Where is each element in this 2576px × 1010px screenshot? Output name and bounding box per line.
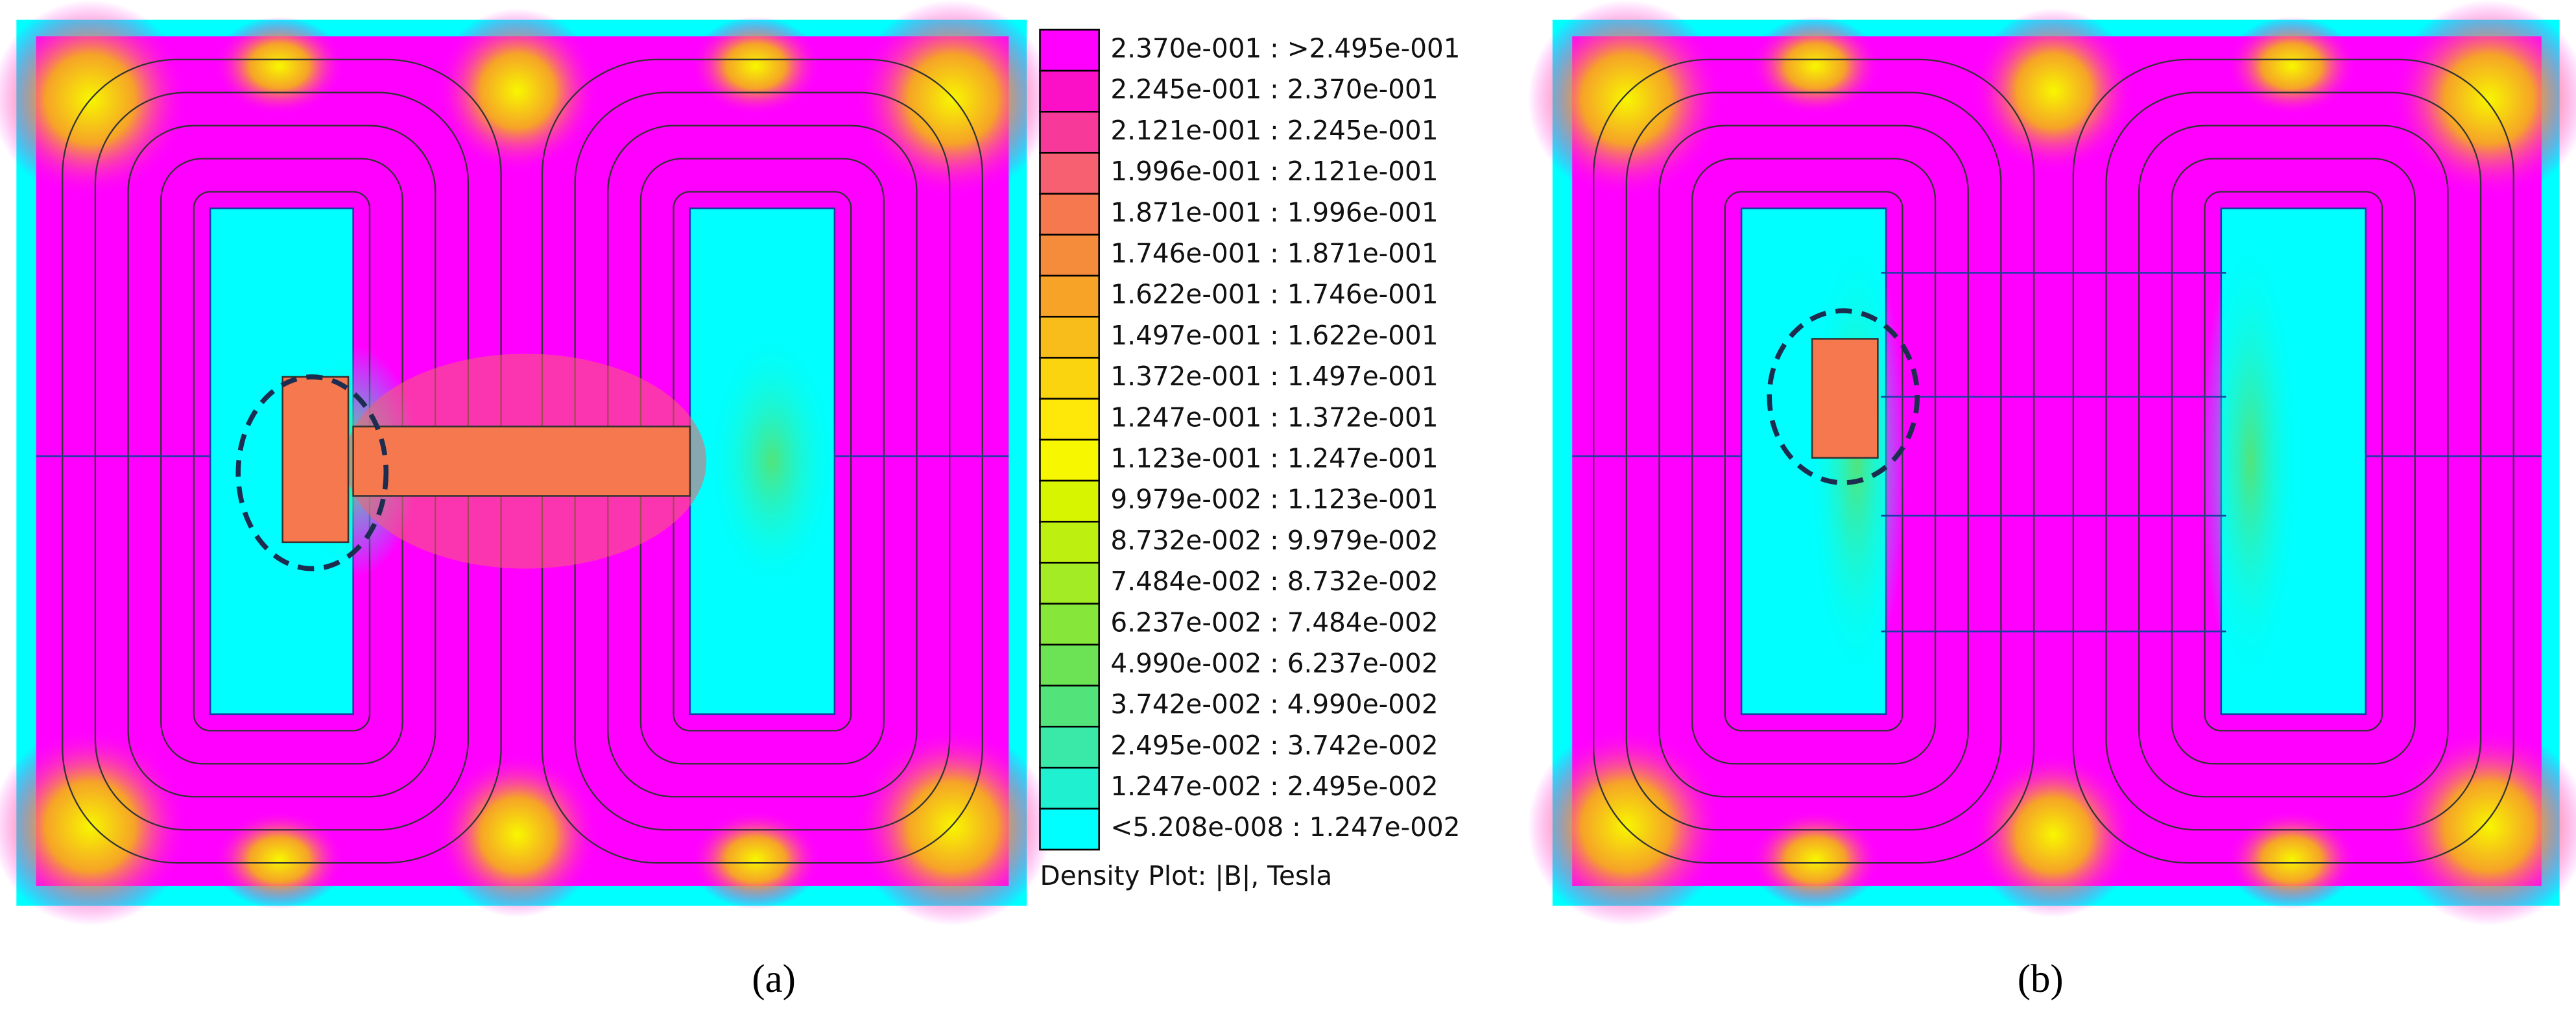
panel-label: (b) <box>2018 957 2064 1001</box>
legend-label: 2.370e-001 : >2.495e-001 <box>1110 32 1460 64</box>
legend-label: 2.121e-001 : 2.245e-001 <box>1110 115 1438 146</box>
legend-swatch <box>1039 110 1100 154</box>
core <box>352 426 691 497</box>
legend: 2.370e-001 : >2.495e-001 2.245e-001 : 2.3… <box>1039 29 1461 851</box>
legend-label: 1.622e-001 : 1.746e-001 <box>1110 279 1438 310</box>
panel-b-plot <box>1527 0 2576 926</box>
legend-label: 1.372e-001 : 1.497e-001 <box>1110 361 1438 392</box>
legend-swatch <box>1039 398 1100 441</box>
legend-label: 1.247e-001 : 1.372e-001 <box>1110 402 1438 433</box>
legend-swatch <box>1039 520 1100 564</box>
legend-swatch <box>1039 234 1100 277</box>
legend-swatch <box>1039 643 1100 687</box>
legend-label: 9.979e-002 : 1.123e-001 <box>1110 484 1438 515</box>
legend-label: <5.208e-008 : 1.247e-002 <box>1110 812 1460 843</box>
legend-swatch <box>1039 193 1100 236</box>
legend-swatch <box>1039 439 1100 482</box>
legend-label: 2.245e-001 : 2.370e-001 <box>1110 74 1438 105</box>
plates <box>1881 272 2226 632</box>
legend-swatch <box>1039 152 1100 195</box>
legend-label: 4.990e-002 : 6.237e-002 <box>1110 647 1438 679</box>
highlight <box>235 374 389 571</box>
legend-swatch <box>1039 357 1100 400</box>
legend-label: 1.746e-001 : 1.871e-001 <box>1110 237 1438 269</box>
legend-swatch <box>1039 808 1100 851</box>
field <box>1572 36 2542 886</box>
highlight <box>1767 308 1920 485</box>
panel-a-plot <box>0 0 1052 926</box>
legend-label: 1.497e-001 : 1.622e-001 <box>1110 320 1438 351</box>
legend-swatch <box>1039 725 1100 769</box>
legend-label: 8.732e-002 : 9.979e-002 <box>1110 525 1438 556</box>
legend-label: 7.484e-002 : 8.732e-002 <box>1110 566 1438 597</box>
legend-swatch <box>1039 767 1100 810</box>
coil <box>281 376 350 544</box>
legend-label: 3.742e-002 : 4.990e-002 <box>1110 689 1438 720</box>
legend-swatch <box>1039 684 1100 728</box>
coil <box>1811 338 1879 459</box>
legend-label: 1.123e-001 : 1.247e-001 <box>1110 442 1438 474</box>
legend-swatch <box>1039 562 1100 605</box>
legend-label: 1.247e-002 : 2.495e-002 <box>1110 771 1438 802</box>
legend-swatch <box>1039 479 1100 523</box>
hot-spots <box>1527 0 2576 926</box>
legend-swatch <box>1039 29 1100 72</box>
legend-label: 1.996e-001 : 2.121e-001 <box>1110 156 1438 187</box>
legend-swatch <box>1039 315 1100 359</box>
legend-label: 2.495e-002 : 3.742e-002 <box>1110 730 1438 761</box>
legend-label: 1.871e-001 : 1.996e-001 <box>1110 197 1438 228</box>
legend-swatch <box>1039 603 1100 646</box>
legend-swatch <box>1039 274 1100 318</box>
legend-caption: Density Plot: |B|, Tesla <box>1040 860 1332 891</box>
legend-label: 6.237e-002 : 7.484e-002 <box>1110 607 1438 638</box>
panel-label: (a) <box>752 957 795 1001</box>
legend-swatch <box>1039 69 1100 113</box>
